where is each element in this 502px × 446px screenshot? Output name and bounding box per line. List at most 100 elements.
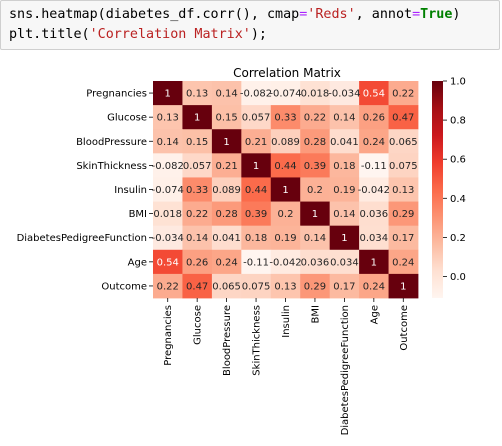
cell-annotation: 0.13 [274, 281, 296, 292]
heatmap-cell [241, 81, 272, 106]
y-tick-label: BMI [129, 209, 147, 220]
heatmap-cell [211, 201, 242, 227]
cell-annotation: 0.33 [274, 113, 296, 124]
x-tick-label: BMI [310, 305, 321, 323]
colorbar-tick-label: 0.2 [450, 233, 466, 244]
heatmap-cell [270, 249, 301, 275]
cell-annotation: 0.54 [157, 257, 179, 268]
code-keyword: True [420, 7, 453, 22]
heatmap-cell [359, 177, 389, 202]
cell-annotation: -0.042 [269, 257, 301, 268]
heatmap-cell [300, 81, 331, 106]
heatmap-cell [211, 225, 242, 251]
code-line-2: plt.title('Correlation Matrix'); [9, 27, 267, 42]
cell-annotation: 0.17 [333, 281, 355, 292]
heatmap-cell [300, 129, 331, 154]
heatmap-cell [211, 153, 242, 178]
heatmap-cell [300, 249, 331, 275]
heatmap-cell [300, 177, 331, 202]
cell-annotation: 0.036 [301, 257, 330, 268]
heatmap-cell [153, 153, 183, 178]
heatmap-cell [329, 201, 360, 227]
cell-annotation: 0.22 [157, 281, 179, 292]
code-text: ); [250, 27, 267, 42]
y-tick-label: SkinThickness [76, 161, 147, 172]
heatmap-cell [153, 273, 183, 299]
y-tick-label: DiabetesPedigreeFunction [17, 233, 147, 244]
cell-annotation: 0.041 [212, 233, 241, 244]
heatmap-cell [329, 225, 360, 251]
heatmap-cell [182, 273, 213, 299]
cell-annotation: 1 [282, 185, 288, 196]
heatmap-cell [153, 249, 183, 275]
cell-annotation: -0.034 [328, 89, 360, 100]
y-tick-label: Pregnancies [86, 89, 147, 100]
x-tick-label: Pregnancies [163, 305, 174, 366]
heatmap-cell [211, 81, 242, 106]
heatmap-cell [270, 201, 301, 227]
cell-annotation: 0.22 [304, 113, 326, 124]
cell-annotation: 0.14 [333, 209, 355, 220]
heatmap-cell [182, 105, 213, 130]
heatmap-cell [270, 105, 301, 130]
cell-annotation: 0.33 [186, 185, 208, 196]
cell-annotation: 0.19 [274, 233, 296, 244]
cell-annotation: 0.2 [278, 209, 294, 220]
code-cell[interactable]: sns.heatmap(diabetes_df.corr(), cmap='Re… [0, 0, 500, 50]
cell-annotation: 0.29 [392, 209, 414, 220]
heatmap-cell [153, 201, 183, 227]
cell-annotation: 0.14 [333, 113, 355, 124]
heatmap-cell [270, 225, 301, 251]
x-tick-label: Insulin [281, 305, 292, 338]
colorbar-tick-label: 0.0 [450, 272, 466, 283]
heatmap-cell [241, 153, 272, 178]
heatmap-cell [211, 273, 242, 299]
heatmap-cell [388, 273, 419, 299]
heatmap-cell [388, 81, 419, 106]
cell-annotation: 0.041 [330, 137, 359, 148]
cell-annotation: 0.29 [304, 281, 326, 292]
cell-annotation: 0.24 [392, 257, 414, 268]
y-tick-label: Insulin [114, 185, 147, 196]
x-axis-tick-labels: Pregnancies Glucose BloodPressure SkinThick… [163, 298, 410, 435]
cell-annotation: -0.11 [243, 257, 269, 268]
heatmap-cell [359, 105, 389, 130]
heatmap-cell [388, 105, 419, 130]
cell-annotation: 0.24 [363, 137, 385, 148]
x-tick-label: DiabetesPedigreeFunction [340, 305, 351, 435]
heatmap-cell [270, 81, 301, 106]
heatmap-cell [211, 249, 242, 275]
cell-annotation: 0.13 [392, 185, 414, 196]
cell-annotation: 0.39 [245, 209, 267, 220]
x-tick-label: Glucose [193, 305, 204, 345]
cell-annotation: 0.065 [389, 137, 418, 148]
heatmap-cell [241, 273, 272, 299]
heatmap-cell [153, 129, 183, 154]
heatmap-cell [182, 225, 213, 251]
heatmap-cell [359, 201, 389, 227]
code-operator: = [412, 7, 421, 22]
cell-annotation: 0.21 [245, 137, 267, 148]
cell-annotation: 0.18 [245, 233, 267, 244]
colorbar: 1.0 0.8 0.6 0.4 0.2 0.0 [432, 77, 466, 298]
heatmap-cell [388, 177, 419, 202]
colorbar-tick-label: 0.4 [450, 194, 466, 205]
heatmap-cell [388, 249, 419, 275]
cell-annotation: 0.057 [183, 161, 212, 172]
heatmap-cell [359, 153, 389, 178]
cell-annotation: 0.018 [301, 89, 330, 100]
cell-annotation: 0.034 [330, 257, 359, 268]
cell-annotation: -0.074 [152, 185, 184, 196]
cell-annotation: 0.39 [304, 161, 326, 172]
cell-annotation: 0.14 [157, 137, 179, 148]
cell-annotation: 0.13 [186, 89, 208, 100]
x-tick-label: BloodPressure [222, 305, 233, 376]
cell-annotation: 0.44 [274, 161, 296, 172]
colorbar-gradient [432, 81, 443, 298]
heatmap-cell [388, 201, 419, 227]
heatmap-cell [359, 249, 389, 275]
cell-annotation: 0.18 [333, 161, 355, 172]
cell-annotation: -0.034 [152, 233, 184, 244]
heatmap-cell [329, 273, 360, 299]
heatmap-cell [270, 129, 301, 154]
